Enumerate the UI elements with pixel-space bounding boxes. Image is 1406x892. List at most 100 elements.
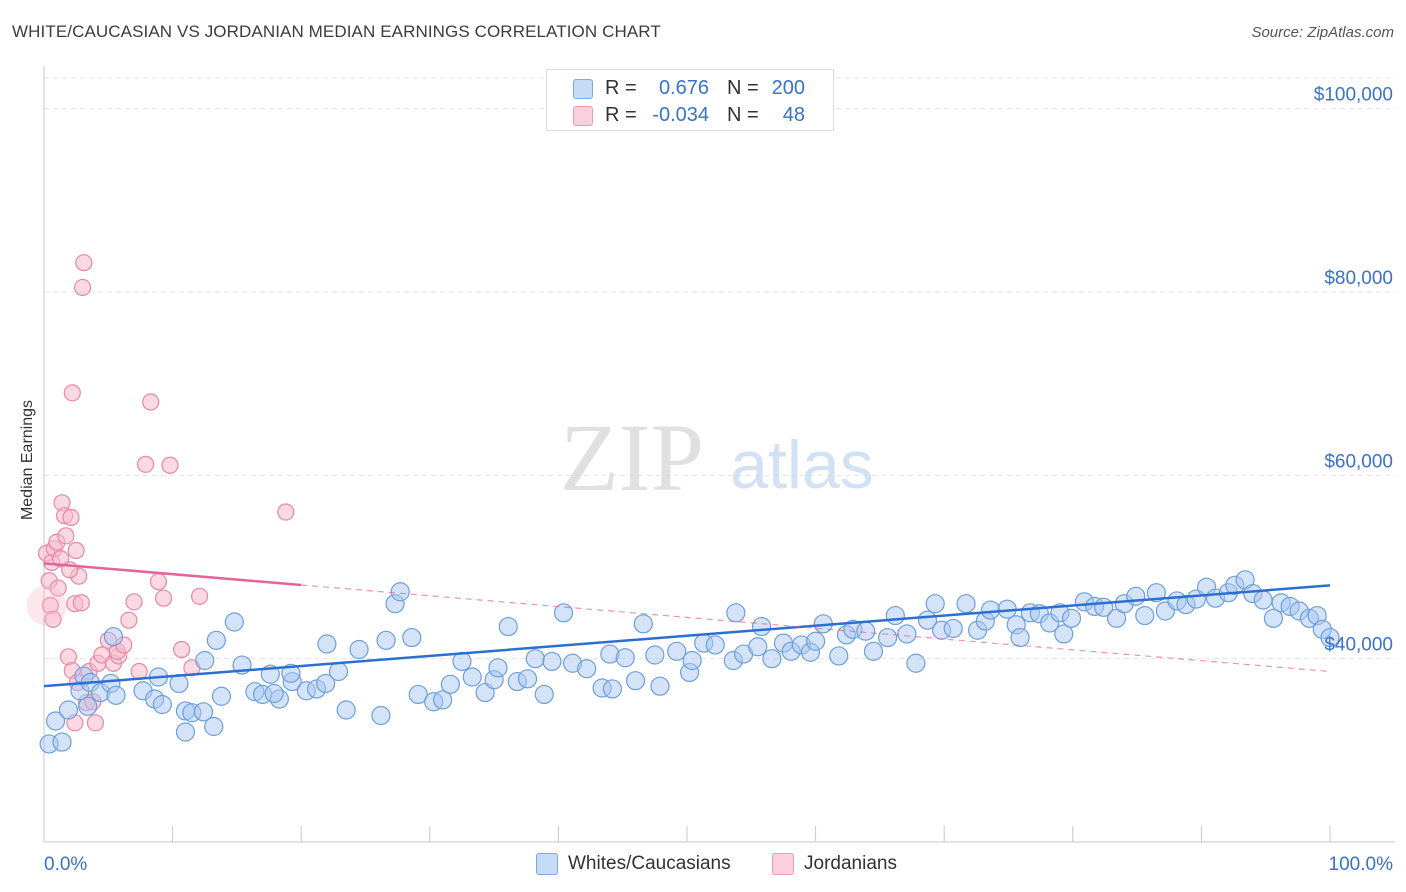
white-caucasian-point bbox=[328, 661, 349, 682]
jordanian-point bbox=[67, 541, 85, 560]
white-caucasian-point bbox=[204, 716, 224, 737]
white-caucasian-point bbox=[878, 627, 898, 648]
white-caucasian-point bbox=[390, 582, 410, 602]
jordanian-point bbox=[125, 593, 143, 611]
white-caucasian-point bbox=[195, 650, 215, 671]
white-caucasian-point bbox=[1126, 586, 1146, 606]
legend-r-value: 0.676 bbox=[658, 77, 709, 99]
white-caucasian-point bbox=[1146, 583, 1166, 603]
white-caucasian-point bbox=[682, 650, 702, 671]
white-caucasian-point bbox=[667, 641, 687, 661]
series-legend: Whites/Caucasians Jordanians bbox=[0, 851, 1406, 879]
white-caucasian-point bbox=[433, 690, 453, 710]
white-caucasian-point bbox=[1135, 605, 1155, 626]
white-caucasian-point bbox=[1054, 624, 1074, 644]
white-caucasian-point bbox=[534, 684, 554, 705]
grid-lines bbox=[44, 77, 1395, 660]
legend-n-value: 200 bbox=[771, 77, 805, 99]
white-caucasian-point bbox=[517, 669, 538, 689]
jordanian-point bbox=[52, 550, 70, 568]
white-caucasian-point bbox=[175, 722, 196, 742]
legend-n-value: 48 bbox=[782, 104, 805, 126]
legend-row-jordanians: R = -0.034 N = 48 bbox=[547, 102, 833, 128]
jordanian-point-large bbox=[26, 585, 67, 626]
legend-r-value: -0.034 bbox=[652, 104, 709, 126]
jordanian-point bbox=[191, 587, 209, 605]
jordanian-point bbox=[75, 254, 93, 272]
white-caucasian-point bbox=[376, 630, 396, 650]
white-caucasian-point bbox=[705, 635, 725, 655]
jordanian-point bbox=[57, 527, 75, 545]
white-caucasian-point bbox=[1253, 590, 1273, 610]
white-caucasian-point bbox=[78, 696, 98, 716]
white-caucasian-point bbox=[224, 612, 244, 632]
legend-r-label: R = bbox=[605, 104, 637, 126]
white-caucasian-point bbox=[103, 627, 124, 647]
jordanian-point bbox=[44, 610, 62, 628]
legend-n-label: N = bbox=[727, 77, 759, 99]
white-caucasian-point bbox=[553, 603, 574, 623]
chart-title: WHITE/CAUCASIAN VS JORDANIAN MEDIAN EARN… bbox=[12, 22, 661, 41]
white-caucasian-point bbox=[805, 631, 826, 651]
white-caucasian-point bbox=[577, 659, 597, 679]
white-caucasian-point bbox=[1320, 627, 1340, 648]
jordanian-point bbox=[142, 393, 160, 411]
jordanian-point bbox=[49, 579, 67, 597]
white-caucasian-point bbox=[956, 594, 976, 614]
jordanian-point bbox=[149, 573, 168, 591]
legend-n-label: N = bbox=[727, 104, 759, 126]
series-swatch-pink bbox=[772, 853, 794, 875]
white-caucasian-point bbox=[371, 705, 391, 726]
jordanian-point bbox=[63, 384, 81, 402]
white-caucasian-point bbox=[408, 684, 428, 705]
white-caucasian-point bbox=[748, 637, 768, 657]
white-caucasian-point bbox=[193, 702, 214, 722]
jordanian-point bbox=[72, 594, 90, 612]
white-caucasian-point bbox=[45, 711, 66, 731]
white-caucasian-point bbox=[856, 621, 876, 641]
white-caucasian-point bbox=[863, 641, 884, 661]
white-caucasian-point bbox=[885, 605, 905, 626]
legend-row-whites: R = 0.676 N = 200 bbox=[547, 75, 833, 101]
jordanian-point bbox=[62, 508, 80, 527]
y-tick-label: $40,000 bbox=[1324, 635, 1393, 656]
jordanian-point bbox=[120, 611, 138, 629]
white-caucasian-point bbox=[1010, 627, 1030, 648]
correlation-legend: R = 0.676 N = 200 R = -0.034 N = 48 bbox=[546, 69, 834, 131]
x-tick-label: 0.0% bbox=[44, 854, 87, 875]
white-caucasian-point bbox=[52, 732, 72, 752]
jordanian-point bbox=[136, 455, 155, 473]
white-caucasian-point bbox=[336, 700, 356, 720]
source-credit: Source: ZipAtlas.com bbox=[1251, 24, 1394, 41]
jordanian-point bbox=[161, 456, 179, 474]
series-label-jordanians: Jordanians bbox=[804, 853, 897, 874]
white-caucasian-point bbox=[206, 630, 226, 650]
white-caucasian-point bbox=[58, 700, 79, 720]
white-caucasian-points bbox=[39, 570, 1340, 754]
white-caucasian-point bbox=[615, 648, 635, 668]
white-caucasian-point bbox=[633, 614, 653, 634]
white-caucasian-point bbox=[897, 624, 917, 644]
white-caucasian-point bbox=[1061, 608, 1082, 628]
watermark-atlas: atlas bbox=[730, 427, 874, 503]
tick-labels: $40,000 $60,000 $80,000 $100,000 0.0% 100.0% bbox=[44, 85, 1393, 875]
legend-r-label: R = bbox=[605, 77, 637, 99]
white-caucasian-point bbox=[498, 616, 518, 637]
white-caucasian-point bbox=[602, 679, 623, 699]
white-caucasian-point bbox=[525, 649, 545, 669]
legend-swatch-pink bbox=[573, 106, 593, 126]
jordanian-points bbox=[26, 254, 295, 732]
y-tick-label: $60,000 bbox=[1324, 451, 1393, 472]
white-caucasian-point bbox=[650, 676, 670, 696]
white-caucasian-point bbox=[645, 645, 665, 665]
white-caucasian-point bbox=[211, 686, 232, 706]
y-tick-label: $80,000 bbox=[1324, 268, 1393, 289]
white-caucasian-point bbox=[440, 674, 460, 694]
jordanian-point bbox=[173, 640, 191, 659]
jordanian-point bbox=[154, 589, 173, 607]
jordanian-point bbox=[73, 278, 92, 297]
white-caucasian-point bbox=[980, 600, 1001, 620]
white-caucasian-point bbox=[751, 616, 772, 637]
jordanian-point bbox=[86, 714, 105, 732]
